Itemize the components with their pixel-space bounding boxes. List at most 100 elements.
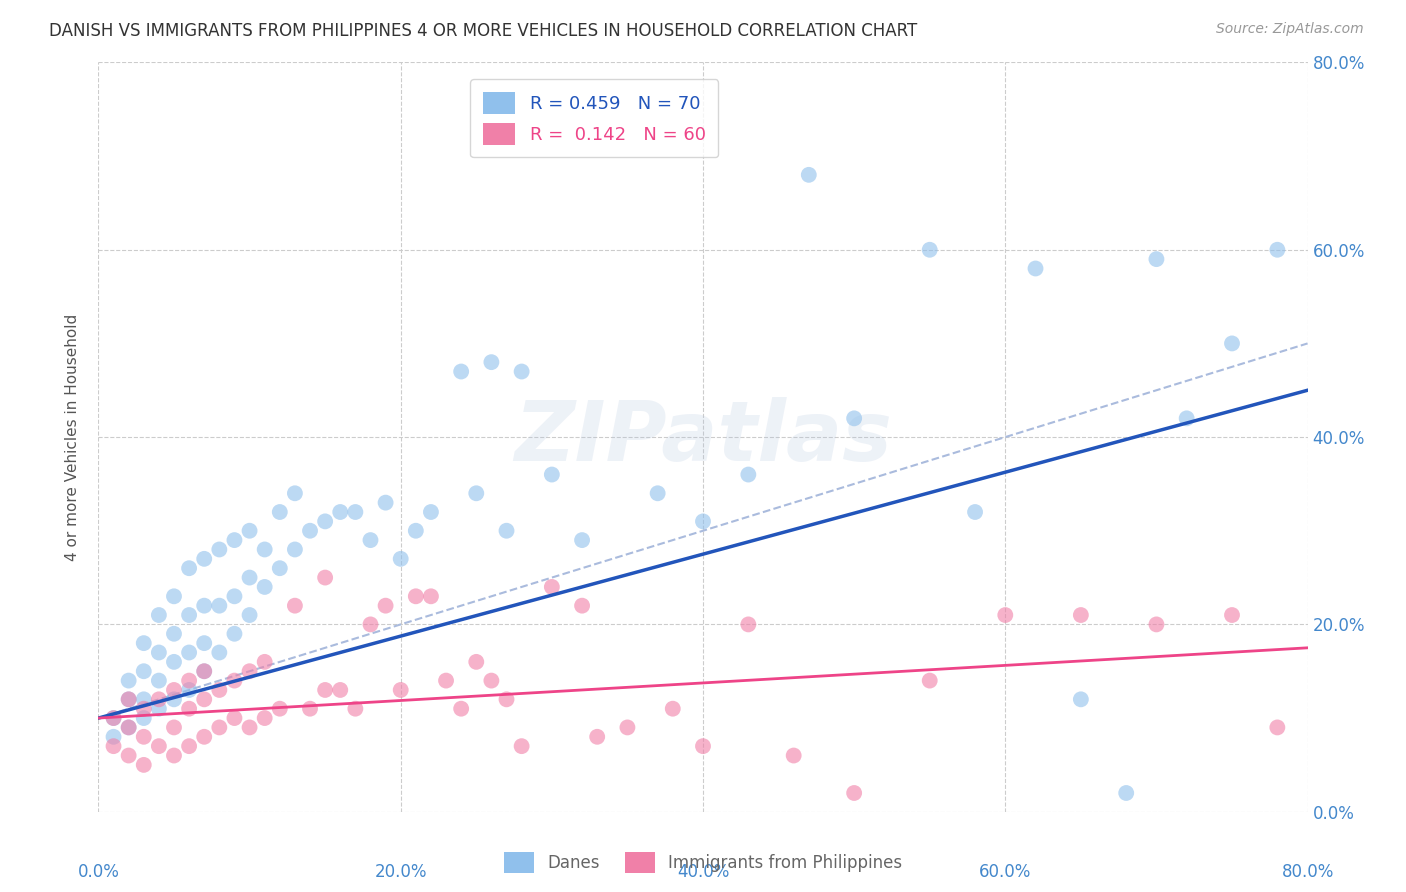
Point — [163, 721, 186, 735]
Point — [1070, 608, 1092, 623]
Point — [163, 590, 186, 604]
Point — [148, 673, 170, 688]
Point — [434, 673, 457, 688]
Point — [647, 486, 669, 500]
Point — [284, 486, 307, 500]
Point — [1267, 721, 1289, 735]
Point — [179, 646, 201, 660]
Point — [737, 467, 759, 482]
Point — [239, 571, 262, 585]
Point — [571, 533, 593, 547]
Point — [420, 590, 443, 604]
Point — [481, 673, 503, 688]
Point — [1220, 336, 1243, 351]
Point — [253, 542, 276, 557]
Point — [193, 730, 215, 744]
Point — [692, 739, 714, 753]
Point — [239, 664, 262, 679]
Point — [103, 730, 125, 744]
Point — [253, 711, 276, 725]
Point — [692, 514, 714, 528]
Point — [918, 243, 941, 257]
Point — [103, 739, 125, 753]
Legend: R = 0.459   N = 70, R =  0.142   N = 60: R = 0.459 N = 70, R = 0.142 N = 60 — [470, 79, 718, 157]
Point — [103, 711, 125, 725]
Point — [132, 664, 155, 679]
Point — [163, 748, 186, 763]
Point — [661, 701, 683, 715]
Point — [450, 365, 472, 379]
Point — [284, 599, 307, 613]
Point — [163, 683, 186, 698]
Point — [179, 561, 201, 575]
Point — [253, 655, 276, 669]
Point — [132, 758, 155, 772]
Point — [224, 626, 246, 640]
Point — [118, 721, 141, 735]
Point — [118, 692, 141, 706]
Point — [208, 599, 231, 613]
Point — [797, 168, 820, 182]
Point — [1175, 411, 1198, 425]
Point — [481, 355, 503, 369]
Point — [420, 505, 443, 519]
Text: 20.0%: 20.0% — [374, 863, 427, 881]
Point — [224, 533, 246, 547]
Point — [465, 655, 488, 669]
Point — [389, 683, 412, 698]
Point — [918, 673, 941, 688]
Point — [374, 496, 396, 510]
Point — [179, 701, 201, 715]
Point — [389, 551, 412, 566]
Point — [314, 514, 336, 528]
Point — [344, 505, 367, 519]
Point — [616, 721, 638, 735]
Point — [360, 533, 382, 547]
Point — [314, 571, 336, 585]
Point — [118, 692, 141, 706]
Point — [405, 590, 427, 604]
Point — [148, 692, 170, 706]
Point — [224, 711, 246, 725]
Point — [193, 636, 215, 650]
Point — [783, 748, 806, 763]
Point — [299, 524, 322, 538]
Point — [510, 365, 533, 379]
Point — [118, 673, 141, 688]
Point — [1220, 608, 1243, 623]
Point — [374, 599, 396, 613]
Point — [239, 608, 262, 623]
Point — [103, 711, 125, 725]
Point — [193, 664, 215, 679]
Point — [208, 646, 231, 660]
Point — [239, 721, 262, 735]
Point — [208, 721, 231, 735]
Point — [148, 739, 170, 753]
Point — [844, 411, 866, 425]
Point — [132, 701, 155, 715]
Point — [450, 701, 472, 715]
Point — [148, 646, 170, 660]
Point — [994, 608, 1017, 623]
Point — [314, 683, 336, 698]
Point — [148, 701, 170, 715]
Y-axis label: 4 or more Vehicles in Household: 4 or more Vehicles in Household — [65, 313, 80, 561]
Text: 60.0%: 60.0% — [979, 863, 1032, 881]
Point — [1267, 243, 1289, 257]
Point — [224, 590, 246, 604]
Text: 80.0%: 80.0% — [1281, 863, 1334, 881]
Point — [193, 664, 215, 679]
Point — [329, 683, 352, 698]
Point — [965, 505, 987, 519]
Point — [132, 711, 155, 725]
Point — [163, 692, 186, 706]
Point — [179, 673, 201, 688]
Point — [844, 786, 866, 800]
Point — [1144, 617, 1167, 632]
Point — [737, 617, 759, 632]
Point — [193, 599, 215, 613]
Point — [329, 505, 352, 519]
Point — [179, 683, 201, 698]
Point — [163, 655, 186, 669]
Point — [193, 692, 215, 706]
